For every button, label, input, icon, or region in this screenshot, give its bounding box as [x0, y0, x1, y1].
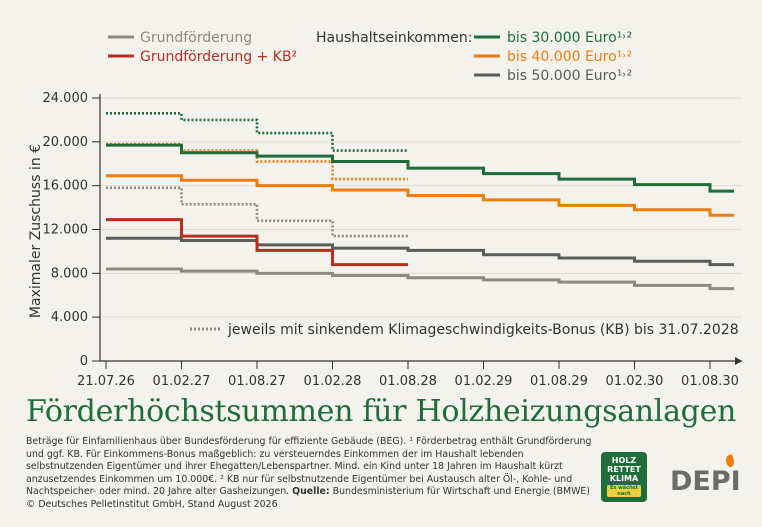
series-line — [106, 218, 408, 267]
legend-income-heading: Haushaltseinkommen: — [316, 30, 472, 46]
x-axis-arrow — [735, 357, 742, 365]
holz-rettet-klima-logo: HOLZ RETTET KLIMA Es wächst nach — [601, 452, 647, 502]
legend-label-30k: bis 30.000 Euro¹˒² — [507, 30, 632, 46]
x-tick-label: 01.02.27 — [153, 374, 211, 389]
y-tick-label: 16.000 — [43, 179, 89, 194]
holz-logo-badge: Es wächst nach — [607, 485, 641, 497]
chart: Grundförderung Grundförderung + KB² Haus… — [28, 30, 742, 389]
source-text: Bundesministerium für Wirtschaft und Ene… — [332, 486, 590, 498]
gridlines — [92, 97, 742, 318]
x-tick-label: 01.08.29 — [530, 374, 588, 389]
x-tick-label: 01.08.30 — [681, 374, 739, 389]
y-axis-label: Maximaler Zuschuss in € — [28, 144, 44, 318]
x-axis-ticks: 21.07.26 01.02.27 01.08.27 01.02.28 01.08.28… — [77, 361, 739, 389]
x-tick-label: 01.08.28 — [379, 374, 437, 389]
y-tick-label: 0 — [80, 354, 88, 369]
legend-label-40k: bis 40.000 Euro¹˒² — [507, 49, 632, 65]
page-title: Förderhöchstsummen für Holzheizungsanlag… — [26, 394, 737, 429]
holz-logo-text: HOLZ RETTET KLIMA — [607, 456, 641, 483]
x-tick-label: 01.02.29 — [455, 374, 513, 389]
y-tick-label: 4.000 — [51, 310, 88, 325]
x-tick-label: 01.02.30 — [606, 374, 664, 389]
series-line — [106, 174, 734, 217]
y-tick-label: 12.000 — [43, 223, 89, 238]
legend-label-basic-kb: Grundförderung + KB² — [140, 49, 297, 65]
legend-label-basic: Grundförderung — [140, 30, 252, 46]
y-tick-label: 24.000 — [43, 91, 89, 106]
series-line — [106, 236, 734, 267]
legend-label-50k: bis 50.000 Euro¹˒² — [507, 68, 632, 84]
x-tick-label: 01.08.27 — [228, 374, 286, 389]
depi-logo: DEPI — [670, 466, 741, 497]
series-line — [106, 186, 408, 238]
copyright-text: © Deutsches Pelletinstitut GmbH, Stand A… — [26, 498, 278, 510]
x-tick-label: 01.02.28 — [304, 374, 362, 389]
y-tick-label: 8.000 — [51, 266, 88, 281]
series-line — [106, 267, 734, 291]
y-tick-label: 20.000 — [43, 135, 89, 150]
series-line — [106, 143, 734, 193]
footnote-text: Beträge für Einfamilienhaus über Bundesf… — [26, 436, 592, 498]
y-axis-ticks: 0 4.000 8.000 12.000 16.000 20.000 24.000 — [43, 91, 100, 369]
footnote: Beträge für Einfamilienhaus über Bundesf… — [26, 436, 596, 512]
series-group — [106, 112, 734, 291]
source-label: Quelle: — [292, 486, 330, 498]
dotted-note-label: jeweils mit sinkendem Klimageschwindigke… — [227, 322, 739, 338]
series-line — [106, 112, 408, 152]
x-tick-label: 21.07.26 — [77, 374, 135, 389]
axes — [99, 94, 742, 365]
